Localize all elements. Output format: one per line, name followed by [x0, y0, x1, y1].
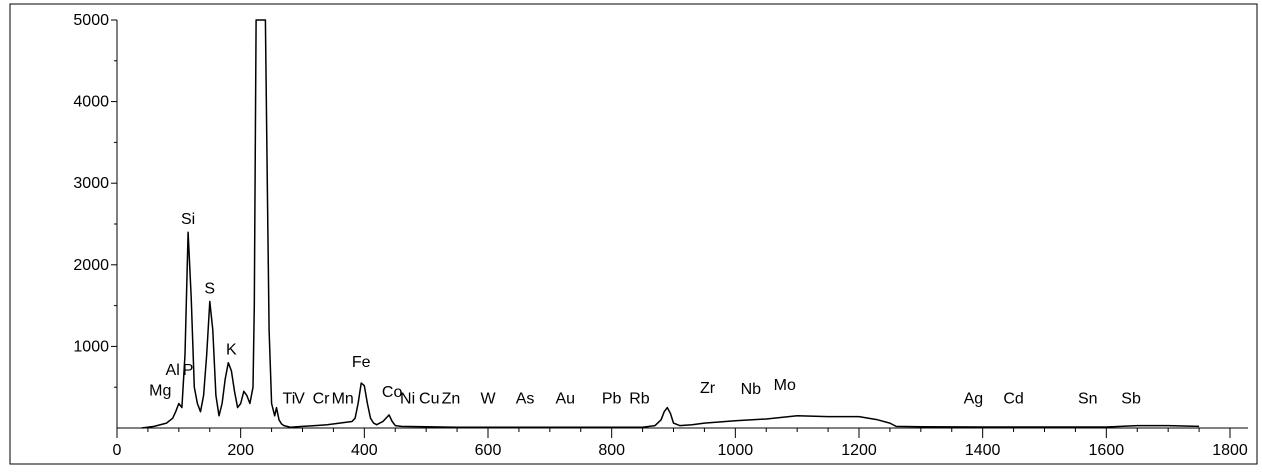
peak-label: Al [166, 362, 180, 379]
peak-label: K [226, 342, 237, 359]
peak-label: Cu [419, 391, 439, 408]
x-tick-label: 1800 [1212, 442, 1248, 459]
series-group [141, 19, 1200, 429]
spectrum-line [141, 19, 1200, 429]
peak-labels: Si S K Al P Mg Fe Co TiV Cr Mn Ni Cu Zn W As Au Pb Rb Zr Nb M… [149, 211, 1141, 408]
y-tick-label: 4000 [73, 94, 109, 111]
peak-label: Nb [741, 381, 762, 398]
peak-label: Sn [1078, 391, 1098, 408]
peak-label: V [294, 391, 305, 408]
peak-label: Mn [332, 391, 354, 408]
x-tick-label: 1200 [841, 442, 877, 459]
y-tick-label: 5000 [73, 12, 109, 29]
peak-label: Cr [313, 391, 331, 408]
y-tick-label: 2000 [73, 257, 109, 274]
x-tick-label: 400 [351, 442, 378, 459]
peak-label: Mo [774, 377, 796, 394]
peak-label: Zn [442, 391, 461, 408]
chart-frame [9, 3, 1258, 465]
peak-label: Zr [700, 380, 716, 397]
peak-label: Si [181, 211, 195, 228]
x-tick-label: 1000 [718, 442, 754, 459]
x-tick-label: 0 [113, 442, 122, 459]
x-tick-label: 1600 [1089, 442, 1125, 459]
y-tick-label: 3000 [73, 175, 109, 192]
peak-label: Ni [400, 391, 415, 408]
x-tick-label: 1400 [965, 442, 1001, 459]
peak-label: Ag [964, 391, 984, 408]
x-tick-label: 800 [598, 442, 625, 459]
peak-label: Fe [352, 354, 371, 371]
peak-label: Rb [629, 391, 650, 408]
x-tick-label: 600 [475, 442, 502, 459]
peak-label: Cd [1003, 391, 1023, 408]
peak-label: Au [556, 391, 576, 408]
x-tick-label: 200 [227, 442, 254, 459]
peak-label: Co [382, 384, 403, 401]
peak-label: Mg [149, 383, 171, 400]
peak-label: As [516, 391, 535, 408]
peak-label: Ti [283, 391, 296, 408]
peak-label: P [183, 362, 194, 379]
peak-label: W [480, 391, 496, 408]
y-tick-label: 1000 [73, 338, 109, 355]
peak-label: Sb [1121, 391, 1141, 408]
peak-label: S [204, 281, 215, 298]
axes: 1000 2000 3000 4000 5000 0 200 400 600 800 1000 120… [73, 12, 1248, 459]
peak-label: Pb [602, 391, 622, 408]
